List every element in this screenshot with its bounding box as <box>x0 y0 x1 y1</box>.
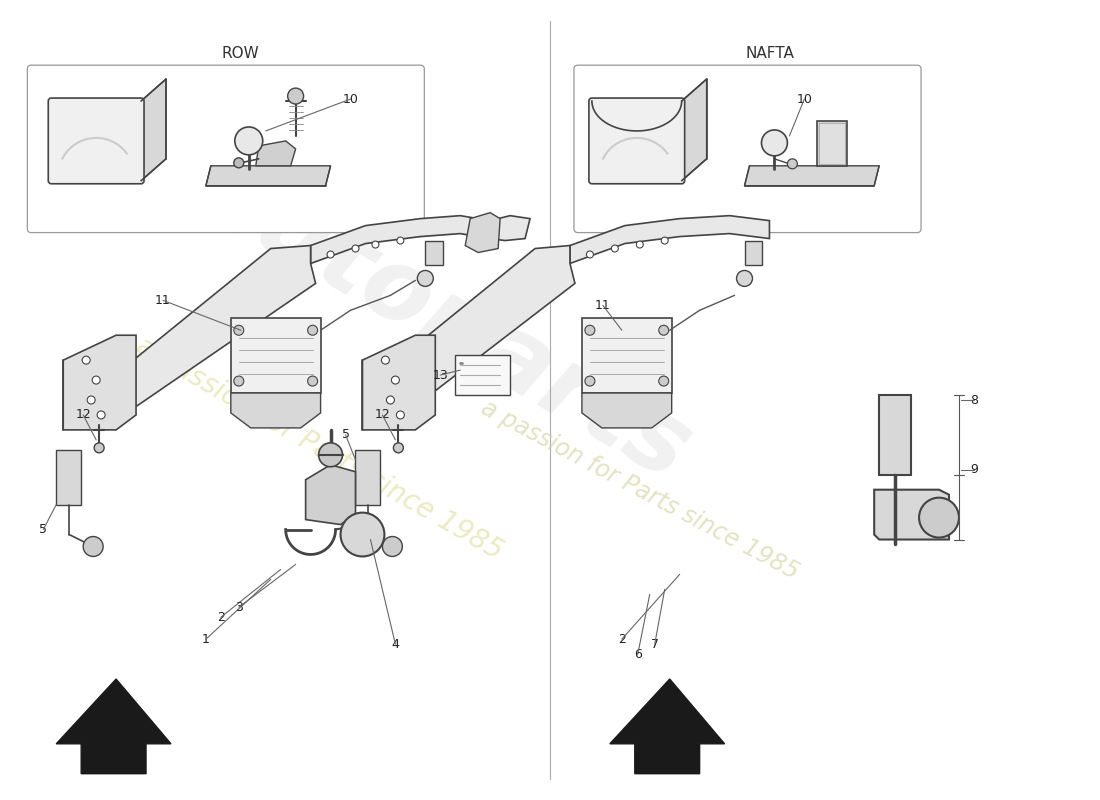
Polygon shape <box>570 216 769 263</box>
Polygon shape <box>255 141 296 166</box>
Circle shape <box>417 270 433 286</box>
Circle shape <box>87 396 96 404</box>
Circle shape <box>372 241 378 248</box>
Polygon shape <box>745 166 879 186</box>
Circle shape <box>308 326 318 335</box>
Text: 1: 1 <box>202 633 210 646</box>
Polygon shape <box>56 679 170 774</box>
Text: 11: 11 <box>155 294 170 307</box>
Bar <box>355 450 381 505</box>
Polygon shape <box>63 335 136 430</box>
Bar <box>879 395 911 474</box>
Text: 8: 8 <box>970 394 978 406</box>
Bar <box>817 121 847 166</box>
FancyBboxPatch shape <box>28 65 425 233</box>
Circle shape <box>761 130 788 156</box>
FancyBboxPatch shape <box>574 65 921 233</box>
Bar <box>426 241 443 266</box>
Bar <box>56 450 81 505</box>
FancyBboxPatch shape <box>588 98 684 184</box>
Text: 6: 6 <box>634 648 641 661</box>
Polygon shape <box>609 679 725 774</box>
Text: 2: 2 <box>217 610 224 624</box>
Polygon shape <box>874 490 949 539</box>
Text: ROW: ROW <box>222 46 260 61</box>
Text: 2: 2 <box>618 633 626 646</box>
Circle shape <box>659 376 669 386</box>
Text: autoparts: autoparts <box>180 142 706 501</box>
Circle shape <box>585 376 595 386</box>
Text: 10: 10 <box>796 93 812 106</box>
Circle shape <box>383 537 403 557</box>
Circle shape <box>341 513 384 557</box>
Circle shape <box>382 356 389 364</box>
Bar <box>820 123 845 164</box>
Bar <box>455 355 510 395</box>
Circle shape <box>788 159 798 169</box>
Circle shape <box>586 251 593 258</box>
Circle shape <box>636 241 644 248</box>
Polygon shape <box>206 166 331 186</box>
Polygon shape <box>363 335 436 430</box>
Polygon shape <box>310 216 491 263</box>
Polygon shape <box>375 246 575 415</box>
Circle shape <box>659 326 669 335</box>
Circle shape <box>92 376 100 384</box>
Text: 4: 4 <box>392 638 399 650</box>
Circle shape <box>737 270 752 286</box>
Bar <box>745 241 762 266</box>
Text: 11: 11 <box>595 299 610 312</box>
Circle shape <box>352 245 359 252</box>
Text: NAFTA: NAFTA <box>745 46 794 61</box>
Bar <box>582 318 672 393</box>
Circle shape <box>386 396 395 404</box>
Circle shape <box>392 376 399 384</box>
Circle shape <box>308 376 318 386</box>
Polygon shape <box>106 246 316 415</box>
Polygon shape <box>231 393 320 428</box>
Text: 10: 10 <box>342 93 359 106</box>
Polygon shape <box>306 465 355 525</box>
Text: 3: 3 <box>235 601 243 614</box>
Circle shape <box>920 498 959 538</box>
Circle shape <box>95 443 104 453</box>
Circle shape <box>234 326 244 335</box>
Bar <box>231 318 320 393</box>
Circle shape <box>396 411 405 419</box>
Circle shape <box>82 356 90 364</box>
Circle shape <box>397 237 404 244</box>
Circle shape <box>97 411 106 419</box>
Circle shape <box>319 443 342 466</box>
Circle shape <box>234 376 244 386</box>
Circle shape <box>661 237 668 244</box>
Circle shape <box>234 127 263 155</box>
Polygon shape <box>582 393 672 428</box>
Circle shape <box>84 537 103 557</box>
Text: a passion for Parts since 1985: a passion for Parts since 1985 <box>477 395 803 584</box>
Circle shape <box>612 245 618 252</box>
Polygon shape <box>52 101 141 181</box>
Text: 5: 5 <box>40 523 47 536</box>
Circle shape <box>327 251 334 258</box>
Text: a passion for Parts since 1985: a passion for Parts since 1985 <box>131 332 508 566</box>
Circle shape <box>394 443 404 453</box>
Polygon shape <box>465 213 501 253</box>
Text: 9: 9 <box>970 463 978 476</box>
FancyBboxPatch shape <box>48 98 144 184</box>
Text: 12: 12 <box>75 409 91 422</box>
Polygon shape <box>491 216 530 241</box>
Circle shape <box>288 88 304 104</box>
Text: 13: 13 <box>432 369 448 382</box>
Text: 5: 5 <box>341 428 350 442</box>
Polygon shape <box>682 79 706 181</box>
Circle shape <box>234 158 244 168</box>
Polygon shape <box>141 79 166 181</box>
Text: 7: 7 <box>651 638 659 650</box>
Circle shape <box>585 326 595 335</box>
Text: 12: 12 <box>374 409 390 422</box>
